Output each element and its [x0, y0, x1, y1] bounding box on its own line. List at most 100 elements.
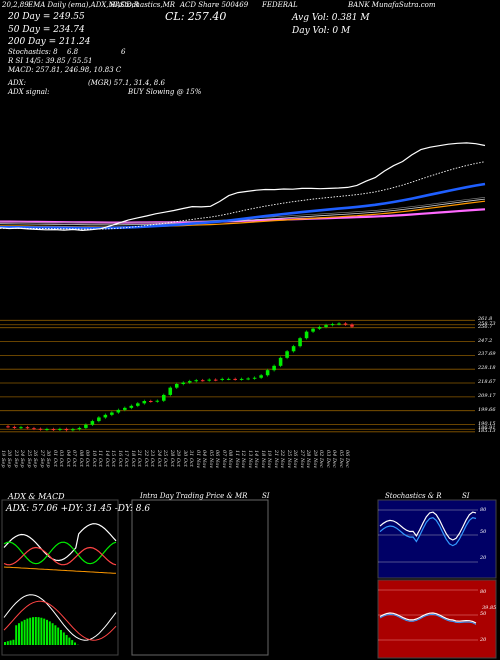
candle	[350, 324, 354, 327]
candle	[330, 324, 335, 326]
candle	[181, 382, 186, 384]
candle	[298, 338, 302, 347]
macd-histogram-bar	[6, 641, 9, 645]
candle	[6, 426, 10, 428]
ema-lines	[0, 142, 486, 232]
adx-readout: ADX: 57.06 +DY: 31.45 -DY: 8.6	[6, 504, 151, 514]
price-level-label: 190.15	[478, 420, 496, 427]
candle	[259, 375, 263, 378]
candle	[168, 387, 173, 395]
macd-histogram-bar	[23, 619, 26, 645]
adx-signal-label: ADX signal:	[8, 88, 50, 96]
macd-lines	[3, 594, 117, 645]
price-level-label: 218.67	[478, 379, 496, 386]
macd-line	[3, 594, 117, 641]
ema20-label: 20 Day = 249.55	[8, 12, 85, 22]
header-ticker-code: 20,2,89	[2, 1, 29, 9]
candle	[337, 323, 341, 325]
price-level-label: 186.91	[478, 425, 496, 432]
candle	[51, 429, 56, 431]
price-level-lines	[0, 319, 475, 433]
candle	[25, 427, 30, 429]
macd-histogram-bar	[32, 617, 34, 645]
candle	[194, 380, 199, 382]
macd-histogram-bar	[12, 639, 15, 645]
candles	[6, 322, 354, 432]
macd-histogram-bar	[40, 617, 43, 645]
ema20-line	[0, 161, 486, 230]
candle	[136, 403, 140, 406]
ema50-label: 50 Day = 234.74	[8, 25, 85, 35]
price-level-label: 185.13	[478, 427, 496, 434]
candle	[291, 346, 296, 352]
candle	[19, 427, 23, 429]
macd-histogram-bar	[74, 642, 76, 645]
rsi-tick-20: 20	[480, 637, 487, 643]
candle	[233, 378, 237, 380]
macd-histogram-bar	[46, 619, 48, 645]
candle	[116, 409, 121, 413]
candle	[226, 378, 231, 380]
stoch-tick-20: 20	[480, 555, 487, 561]
minus-di-line	[3, 546, 117, 566]
price-level-label: 199.66	[478, 406, 496, 413]
price-level-label: 261.8	[478, 316, 493, 323]
rsi-line	[379, 612, 477, 624]
candle	[343, 323, 348, 325]
macd-histogram-bar	[20, 621, 23, 645]
candle	[90, 421, 95, 425]
macd-histogram-bar	[54, 625, 57, 645]
adx-signal-value: BUY Slowing @ 15%	[128, 88, 202, 96]
candle	[317, 326, 322, 329]
candle	[246, 378, 250, 380]
header-share-code: ACD Share 500469	[180, 1, 249, 9]
candle	[142, 401, 147, 404]
macd-histogram-bar	[60, 629, 62, 645]
price-level-label: 237.69	[478, 351, 496, 358]
candle	[161, 394, 166, 401]
stochastics-label: Stochastics: 8	[8, 48, 58, 56]
candle	[110, 412, 114, 415]
macd-histogram-bar	[71, 640, 74, 645]
adx-lines	[3, 523, 117, 574]
avg-vol-label: Avg Vol: 0.381 M	[292, 13, 370, 23]
candle	[304, 331, 309, 339]
stoch-k-line	[379, 511, 477, 541]
intraday-title-suffix: SI	[262, 492, 270, 500]
candle	[129, 405, 134, 408]
candle	[174, 384, 179, 388]
header-indicators-2: SI,Stochastics,MR	[110, 1, 176, 9]
price-level-label: 209.17	[478, 392, 496, 399]
macd-histogram-bar	[15, 625, 18, 645]
rsi-value-label: 39.85	[482, 605, 497, 611]
macd-histogram-bar	[62, 632, 65, 645]
stoch-tick-50: 50	[480, 529, 487, 535]
candle	[12, 426, 17, 428]
price-level-label: 247.2	[478, 337, 493, 344]
macd-histogram-bar	[26, 618, 29, 645]
stochastics-value-3: 6	[121, 48, 126, 56]
rsi-lines	[378, 589, 478, 641]
adx-orange-line	[3, 566, 117, 574]
macd-histogram-bar	[68, 637, 71, 645]
macd-label: MACD: 257.81, 246.98, 10.83 C	[8, 66, 122, 74]
stochastics-value-2: 6.8	[67, 48, 79, 56]
candle	[207, 379, 211, 381]
candle	[155, 400, 160, 402]
candle	[97, 417, 101, 422]
candle	[64, 428, 69, 431]
candle	[123, 407, 127, 410]
macd-histogram-bar	[34, 617, 37, 645]
candle	[200, 380, 205, 382]
ema50-line	[0, 182, 486, 230]
stoch-rsi-title: Stochastics & R	[385, 492, 442, 500]
candle	[71, 429, 75, 431]
ema100-line	[0, 198, 486, 226]
stoch-rsi-title-suffix: SI	[462, 492, 470, 500]
adx-line	[3, 523, 117, 562]
rsi-label: R SI 14/5: 39.85 / 55.51	[8, 57, 93, 65]
macd-histogram-bar	[18, 623, 20, 645]
candle	[278, 357, 283, 366]
candle	[324, 325, 328, 327]
